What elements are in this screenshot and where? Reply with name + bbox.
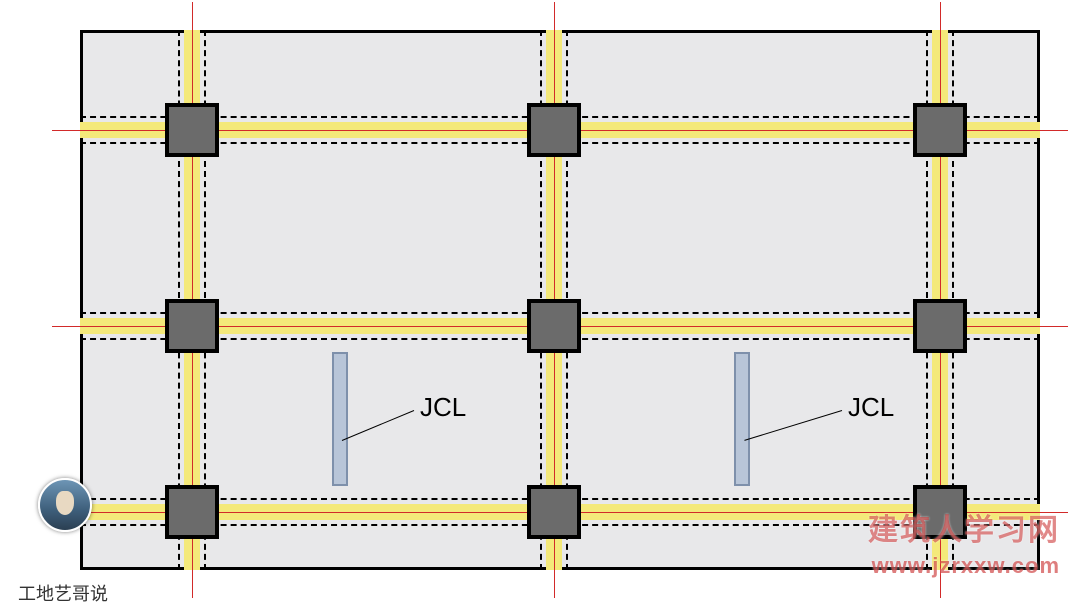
jcl-stub-0 [332, 352, 348, 486]
column-2-2 [913, 485, 967, 539]
diagram-stage: JCLJCL工地艺哥说建筑人学习网www.jzrxxw.com [0, 0, 1080, 608]
column-1-1 [527, 299, 581, 353]
column-1-0 [527, 103, 581, 157]
column-2-0 [913, 103, 967, 157]
column-0-1 [165, 299, 219, 353]
column-0-0 [165, 103, 219, 157]
column-1-2 [527, 485, 581, 539]
jcl-stub-1 [734, 352, 750, 486]
author-avatar [38, 478, 92, 532]
column-0-2 [165, 485, 219, 539]
author-caption: 工地艺哥说 [18, 580, 108, 606]
jcl-label-0: JCL [420, 392, 466, 423]
jcl-label-1: JCL [848, 392, 894, 423]
column-2-1 [913, 299, 967, 353]
